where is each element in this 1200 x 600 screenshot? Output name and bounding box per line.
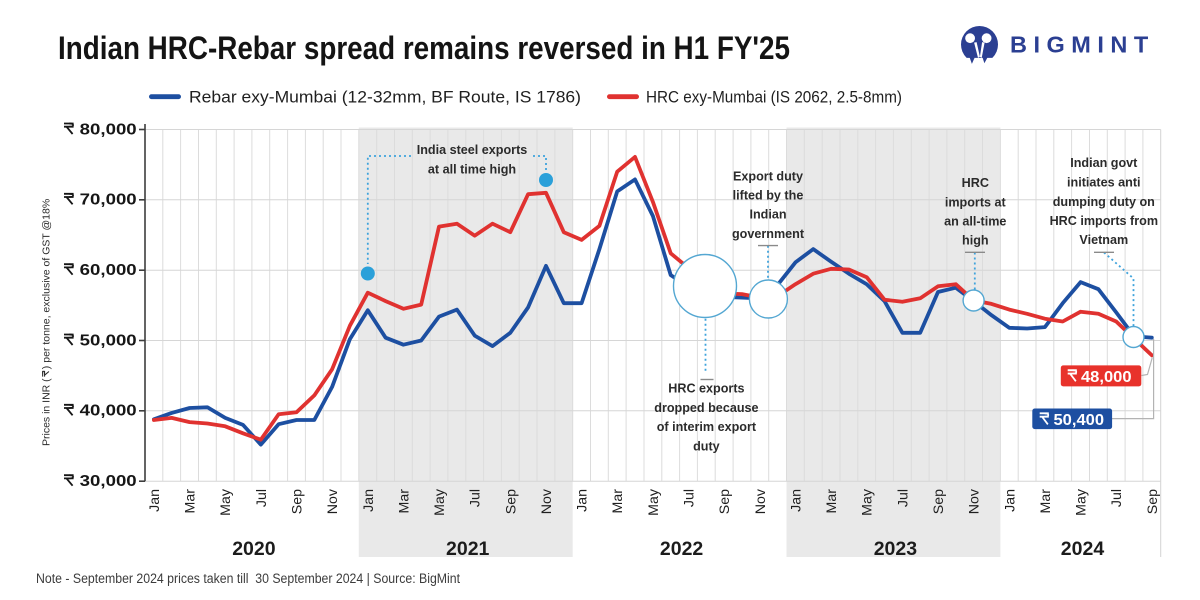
- svg-text:Nov: Nov: [539, 488, 555, 514]
- svg-text:imports at: imports at: [945, 196, 1007, 210]
- svg-text:May: May: [432, 488, 448, 516]
- svg-text:high: high: [962, 233, 989, 247]
- svg-text:at all time high: at all time high: [428, 162, 516, 176]
- svg-text:Jul: Jul: [254, 489, 270, 507]
- svg-text:Indian HRC-Rebar spread remain: Indian HRC-Rebar spread remains reversed…: [58, 30, 790, 66]
- svg-text:May: May: [646, 488, 662, 516]
- svg-text:80,000: 80,000: [80, 121, 137, 138]
- svg-text:Jul: Jul: [895, 489, 911, 507]
- svg-text:initiates anti: initiates anti: [1067, 175, 1140, 189]
- svg-text:HRC exports: HRC exports: [668, 382, 744, 396]
- svg-text:2023: 2023: [874, 538, 918, 560]
- svg-text:Nov: Nov: [967, 488, 983, 514]
- svg-text:30,000: 30,000: [80, 473, 137, 490]
- svg-text:2020: 2020: [232, 538, 276, 560]
- svg-text:Indian: Indian: [749, 208, 786, 222]
- svg-text:Indian govt: Indian govt: [1070, 156, 1138, 170]
- svg-text:Nov: Nov: [753, 488, 769, 514]
- svg-text:40,000: 40,000: [80, 403, 137, 420]
- svg-text:HRC imports from: HRC imports from: [1050, 214, 1158, 228]
- svg-text:May: May: [1074, 488, 1090, 516]
- svg-text:India steel exports: India steel exports: [417, 143, 528, 157]
- svg-text:Jul: Jul: [1109, 489, 1125, 507]
- svg-text:Mar: Mar: [824, 489, 840, 514]
- svg-text:of interim export: of interim export: [657, 420, 757, 434]
- svg-text:2021: 2021: [446, 538, 490, 560]
- svg-text:Nov: Nov: [325, 488, 341, 514]
- svg-text:May: May: [218, 488, 234, 516]
- svg-text:Mar: Mar: [610, 489, 626, 514]
- svg-text:2022: 2022: [660, 538, 704, 560]
- svg-text:lifted by the: lifted by the: [733, 189, 804, 203]
- svg-text:2024: 2024: [1061, 538, 1105, 560]
- svg-text:48,000: 48,000: [1081, 369, 1132, 386]
- svg-text:HRC: HRC: [962, 176, 989, 190]
- svg-text:Prices in INR (: Prices in INR (: [41, 378, 53, 446]
- svg-text:BIGMINT: BIGMINT: [1010, 32, 1155, 58]
- svg-text:Sep: Sep: [503, 489, 519, 514]
- svg-text:Jul: Jul: [468, 489, 484, 507]
- svg-text:Mar: Mar: [183, 489, 199, 514]
- svg-text:60,000: 60,000: [80, 262, 137, 279]
- svg-text:May: May: [860, 488, 876, 516]
- svg-text:50,400: 50,400: [1054, 412, 1105, 429]
- svg-text:Jan: Jan: [1002, 489, 1018, 512]
- svg-text:70,000: 70,000: [80, 192, 137, 209]
- svg-text:Vietnam: Vietnam: [1079, 233, 1128, 247]
- svg-text:Jan: Jan: [147, 489, 163, 512]
- svg-text:Sep: Sep: [931, 489, 947, 514]
- svg-text:Jul: Jul: [682, 489, 698, 507]
- svg-text:Export duty: Export duty: [733, 170, 803, 184]
- svg-text:Mar: Mar: [1038, 489, 1054, 514]
- svg-text:Rebar exy-Mumbai (12-32mm, BF: Rebar exy-Mumbai (12-32mm, BF Route, IS …: [189, 89, 581, 107]
- svg-text:50,000: 50,000: [80, 332, 137, 349]
- svg-text:Jan: Jan: [788, 489, 804, 512]
- svg-text:Mar: Mar: [396, 489, 412, 514]
- svg-text:Jan: Jan: [361, 489, 377, 512]
- svg-text:Sep: Sep: [1145, 489, 1161, 514]
- svg-text:Sep: Sep: [290, 489, 306, 514]
- svg-text:government: government: [732, 227, 805, 241]
- svg-text:Jan: Jan: [575, 489, 591, 512]
- svg-text:duty: duty: [693, 440, 720, 454]
- svg-text:Sep: Sep: [717, 489, 733, 514]
- svg-text:Note - September 2024 prices t: Note - September 2024 prices taken till …: [36, 571, 460, 586]
- svg-text:dumping duty on: dumping duty on: [1053, 195, 1155, 209]
- svg-text:dropped because: dropped because: [654, 401, 758, 415]
- svg-text:) per tonne, exclusive of GST: ) per tonne, exclusive of GST @18%: [41, 199, 53, 369]
- svg-text:an all-time: an all-time: [944, 215, 1006, 229]
- svg-text:HRC exy-Mumbai (IS 2062, 2.5-8: HRC exy-Mumbai (IS 2062, 2.5-8mm): [646, 89, 902, 107]
